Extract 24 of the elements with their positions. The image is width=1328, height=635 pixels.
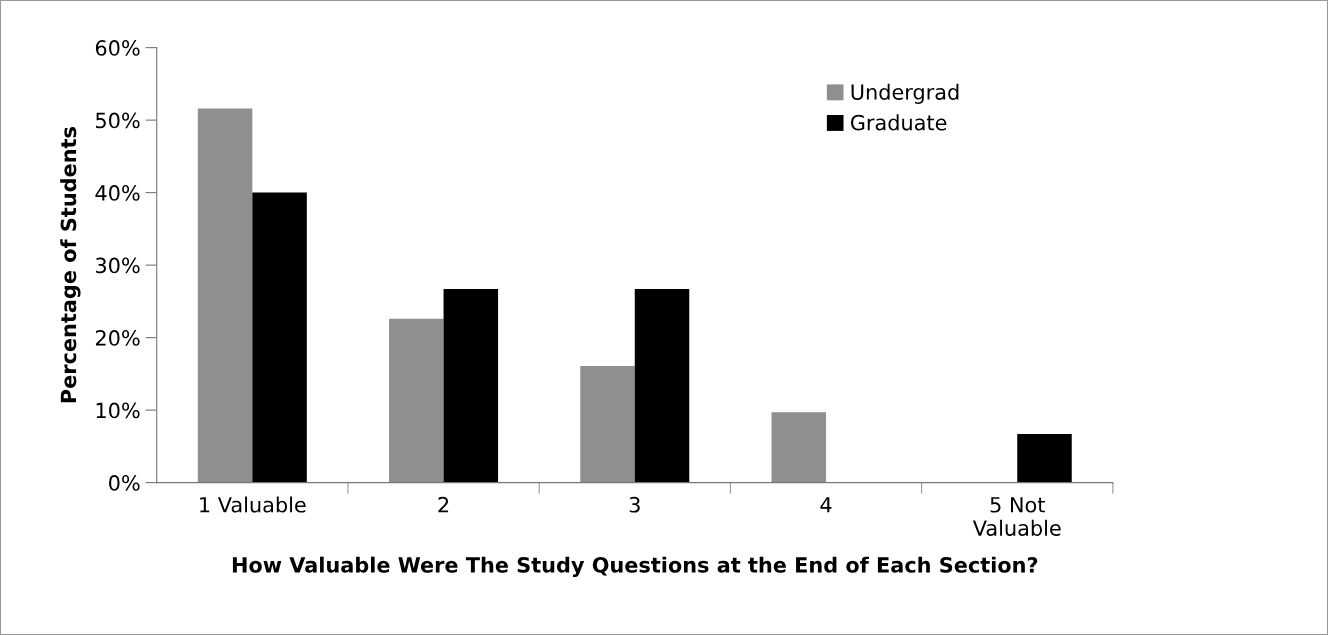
y-tick-label: 40% [95, 185, 140, 201]
y-tick-label: 50% [96, 112, 140, 129]
y-tick-label: 60% [95, 40, 140, 56]
y-axis-title: Percentage of Students [60, 127, 81, 403]
y-tick-label: 0% [109, 475, 140, 491]
x-tick-label: 4 [820, 497, 832, 513]
legend-label: Undergrad [851, 83, 959, 104]
y-tick-label: 10% [96, 402, 140, 419]
bar [252, 192, 307, 483]
bar [443, 289, 499, 483]
bar [1017, 434, 1072, 483]
bar [389, 318, 444, 483]
x-tick-label: 3 [629, 496, 640, 513]
y-tick-label: 20% [95, 330, 140, 346]
bar [634, 289, 690, 483]
legend-label: Graduate [850, 114, 947, 131]
x-axis-title: How Valuable Were The Study Questions at the End of Each Section? [232, 556, 1038, 577]
x-tick-label: 5 Not Valuable [972, 497, 1061, 536]
x-tick-label: 2 [438, 496, 449, 513]
bar [580, 365, 635, 483]
bar [197, 108, 253, 483]
x-tick-label: 1 Valuable [200, 496, 306, 513]
y-tick-label: 30% [96, 257, 140, 274]
bar [771, 412, 827, 483]
